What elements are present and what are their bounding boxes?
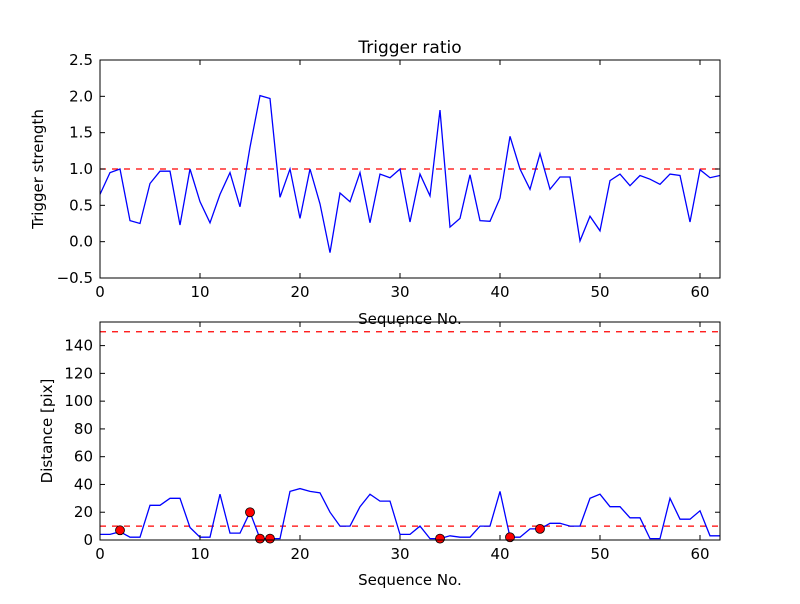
bottom-y-tick-label: 0 bbox=[83, 531, 93, 549]
top-y-tick-label: 1.0 bbox=[69, 160, 93, 178]
bottom-marker-point bbox=[255, 533, 265, 544]
bottom-chart: 0 10 20 30 40 50 60 0 20 40 60 80 100 120 140 bbox=[64, 321, 721, 563]
top-x-tick-label: 40 bbox=[490, 283, 509, 301]
bottom-marker-point bbox=[535, 523, 545, 534]
top-y-tick-label: 2.5 bbox=[69, 51, 93, 69]
bottom-marker-point bbox=[505, 532, 515, 543]
top-chart-title: Trigger ratio bbox=[357, 38, 461, 58]
bottom-y-tick-label: 20 bbox=[74, 503, 93, 521]
bottom-marker-point bbox=[435, 533, 445, 544]
top-y-tick-label: −0.5 bbox=[57, 269, 93, 287]
bottom-x-tick-label: 40 bbox=[490, 545, 509, 563]
bottom-x-tick-label: 10 bbox=[190, 545, 209, 563]
bottom-y-tick-label: 140 bbox=[64, 337, 93, 355]
top-x-tick-label: 50 bbox=[590, 283, 609, 301]
top-y-tick-label: 0.0 bbox=[69, 233, 93, 251]
bottom-y-tick-label: 60 bbox=[74, 448, 93, 466]
bottom-x-tick-label: 60 bbox=[690, 545, 709, 563]
bottom-x-tick-label: 0 bbox=[95, 545, 105, 563]
top-chart: 0 10 20 30 40 50 60 −0.5 0.0 0.5 1.0 1.5 2.0 2.5 bbox=[57, 51, 721, 301]
top-x-tick-label: 0 bbox=[95, 283, 105, 301]
top-y-axis-label: Trigger strength bbox=[29, 109, 47, 230]
top-x-tick-label: 30 bbox=[390, 283, 409, 301]
bottom-x-axis-label: Sequence No. bbox=[358, 571, 462, 589]
bottom-y-axis-label: Distance [pix] bbox=[38, 379, 56, 484]
top-y-tick-label: 2.0 bbox=[69, 87, 93, 105]
bottom-axes-frame bbox=[99, 321, 721, 541]
bottom-y-tick-label: 40 bbox=[74, 475, 93, 493]
bottom-y-tick-label: 100 bbox=[64, 392, 93, 410]
bottom-x-tick-label: 50 bbox=[590, 545, 609, 563]
top-series-line bbox=[100, 94, 720, 253]
top-x-axis-label: Sequence No. bbox=[358, 310, 462, 328]
bottom-marker-point bbox=[265, 533, 275, 544]
top-x-tick-label: 10 bbox=[190, 283, 209, 301]
bottom-y-tick-label: 80 bbox=[74, 420, 93, 438]
bottom-marker-point bbox=[245, 507, 255, 518]
bottom-x-tick-label: 20 bbox=[290, 545, 309, 563]
bottom-x-tick-label: 30 bbox=[390, 545, 409, 563]
bottom-y-tick-label: 120 bbox=[64, 364, 93, 382]
top-axes-frame bbox=[99, 59, 721, 279]
bottom-series-line bbox=[100, 487, 720, 540]
top-x-tick-label: 20 bbox=[290, 283, 309, 301]
top-x-tick-label: 60 bbox=[690, 283, 709, 301]
top-y-tick-label: 1.5 bbox=[69, 124, 93, 142]
top-y-tick-label: 0.5 bbox=[69, 196, 93, 214]
bottom-marker-point bbox=[115, 525, 125, 536]
